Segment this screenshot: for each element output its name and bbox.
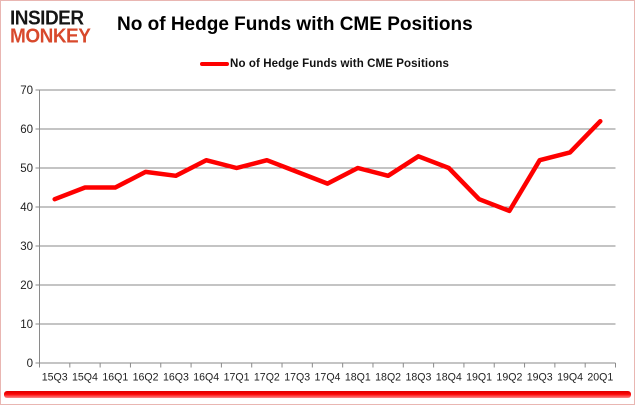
legend-label: No of Hedge Funds with CME Positions bbox=[230, 58, 449, 70]
x-tick-label: 17Q3 bbox=[284, 372, 310, 384]
x-tick-label: 20Q1 bbox=[587, 372, 613, 384]
legend-line-marker bbox=[200, 61, 230, 67]
x-tick-label: 19Q3 bbox=[527, 372, 553, 384]
y-tick-label: 60 bbox=[20, 124, 33, 136]
series-line bbox=[52, 118, 603, 214]
x-tick-label: 16Q4 bbox=[193, 372, 219, 384]
bottom-red-bar bbox=[4, 391, 631, 398]
y-tick-label: 30 bbox=[20, 241, 33, 253]
x-tick-label: 18Q4 bbox=[436, 372, 462, 384]
x-tick-label: 19Q1 bbox=[466, 372, 492, 384]
page-title: No of Hedge Funds with CME Positions bbox=[117, 14, 473, 35]
x-tick-label: 15Q4 bbox=[72, 372, 98, 384]
y-tick-label: 50 bbox=[20, 163, 33, 175]
y-tick-label: 0 bbox=[27, 358, 33, 370]
logo-line-insider: INSIDER bbox=[10, 7, 84, 30]
x-tick-label: 18Q1 bbox=[345, 372, 371, 384]
y-tick-label: 10 bbox=[20, 319, 33, 331]
x-tick-label: 17Q1 bbox=[224, 372, 250, 384]
x-tick-label: 18Q3 bbox=[405, 372, 431, 384]
x-tick-label: 15Q3 bbox=[42, 372, 68, 384]
y-tick-label: 40 bbox=[20, 202, 33, 214]
y-tick-label: 70 bbox=[20, 85, 33, 97]
x-tick-label: 16Q3 bbox=[163, 372, 189, 384]
x-tick-label: 16Q1 bbox=[102, 372, 128, 384]
legend: No of Hedge Funds with CME Positions bbox=[1, 58, 634, 70]
logo-line-monkey: MONKEY bbox=[10, 26, 91, 49]
x-tick-label: 18Q2 bbox=[375, 372, 401, 384]
y-tick-label: 20 bbox=[20, 280, 33, 292]
x-tick-label: 17Q2 bbox=[254, 372, 280, 384]
x-tick-label: 17Q4 bbox=[315, 372, 341, 384]
x-tick-label: 19Q2 bbox=[496, 372, 522, 384]
x-tick-label: 19Q4 bbox=[557, 372, 583, 384]
insider-monkey-logo: INSIDER MONKEY bbox=[10, 7, 114, 49]
x-tick-label: 16Q2 bbox=[133, 372, 159, 384]
